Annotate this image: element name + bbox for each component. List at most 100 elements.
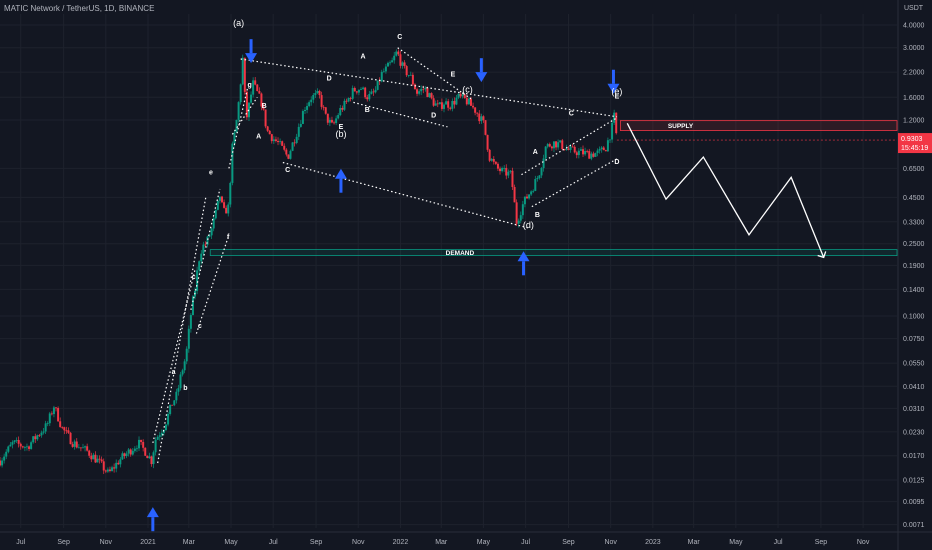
candle-body xyxy=(372,91,375,93)
candle-body xyxy=(206,236,209,245)
candle-body xyxy=(243,57,246,92)
candle-body xyxy=(461,94,464,97)
dotted-trendline xyxy=(152,269,196,444)
candle-body xyxy=(357,89,360,93)
wave-label: A xyxy=(361,53,366,60)
candle-body xyxy=(291,142,294,151)
candle-body xyxy=(548,144,551,147)
wave-label: D xyxy=(431,112,436,119)
candle-body xyxy=(75,441,78,448)
y-tick-label: 4.0000 xyxy=(903,23,925,30)
wave-label: (e) xyxy=(611,86,622,96)
candle-body xyxy=(183,361,186,371)
demand-label: DEMAND xyxy=(446,250,475,257)
projection-arrowhead xyxy=(817,251,827,259)
candle-body xyxy=(3,456,6,461)
candle-body xyxy=(21,446,24,448)
y-tick-label: 0.0071 xyxy=(903,522,925,529)
candle-body xyxy=(613,112,616,123)
candle-body xyxy=(507,171,510,176)
candle-body xyxy=(0,460,1,466)
candle-body xyxy=(181,370,184,375)
wave-label: B xyxy=(262,103,267,110)
candle-body xyxy=(135,448,138,450)
candle-body xyxy=(160,432,163,436)
y-tick-label: 0.1000 xyxy=(903,313,925,320)
candle-body xyxy=(239,84,242,103)
candle-body xyxy=(295,136,298,143)
candle-body xyxy=(125,453,128,457)
candle-body xyxy=(233,132,236,144)
candle-body xyxy=(34,436,37,440)
candle-body xyxy=(306,106,309,110)
candle-body xyxy=(90,455,93,460)
candle-body xyxy=(528,194,531,199)
x-tick-label: Jul xyxy=(774,539,783,546)
candle-body xyxy=(225,207,228,214)
wave-label: A xyxy=(256,133,261,140)
candle-body xyxy=(393,55,396,61)
candle-body xyxy=(432,98,435,106)
candle-body xyxy=(532,190,535,192)
candle-body xyxy=(312,94,315,100)
candle-body xyxy=(98,458,101,460)
candle-body xyxy=(152,452,155,465)
candle-body xyxy=(48,413,51,424)
candle-body xyxy=(488,149,491,161)
candle-body xyxy=(119,459,122,465)
dotted-trendline xyxy=(231,96,258,135)
wave-label: (d) xyxy=(523,220,534,230)
candle-body xyxy=(171,404,174,406)
candle-body xyxy=(335,118,338,124)
candle-body xyxy=(490,158,493,161)
candle-body xyxy=(198,261,201,271)
y-tick-label: 0.6500 xyxy=(903,166,925,173)
candle-body xyxy=(218,196,221,201)
candle-body xyxy=(25,446,28,448)
candle-countdown: 15:45:19 xyxy=(901,145,928,152)
candle-body xyxy=(326,113,329,123)
candle-body xyxy=(19,443,22,447)
candle-body xyxy=(297,126,300,137)
candle-body xyxy=(167,413,170,425)
candle-body xyxy=(208,235,211,237)
candle-body xyxy=(449,107,452,109)
candle-body xyxy=(158,435,161,437)
candle-body xyxy=(175,391,178,401)
candle-body xyxy=(38,435,41,437)
wave-label: D xyxy=(614,159,619,166)
candle-body xyxy=(204,244,207,246)
candle-body xyxy=(374,89,377,93)
candle-body xyxy=(602,147,605,151)
candle-body xyxy=(324,107,327,114)
candle-body xyxy=(127,449,130,454)
candle-body xyxy=(30,442,33,449)
candle-body xyxy=(611,122,614,140)
y-tick-label: 1.2000 xyxy=(903,117,925,124)
candle-body xyxy=(579,149,582,151)
dotted-trendline xyxy=(190,188,221,311)
candle-body xyxy=(237,102,240,121)
candle-body xyxy=(13,440,16,443)
candle-body xyxy=(353,87,356,92)
candle-body xyxy=(459,93,462,97)
candle-body xyxy=(277,140,280,143)
candle-body xyxy=(598,149,601,151)
candle-body xyxy=(422,88,425,90)
last-price-value: 0.9303 xyxy=(901,136,923,143)
candle-body xyxy=(32,436,35,443)
dotted-trendline xyxy=(228,87,249,169)
candle-body xyxy=(596,150,599,154)
candle-body xyxy=(266,126,269,131)
candle-body xyxy=(463,94,466,99)
candle-body xyxy=(496,163,499,169)
candle-body xyxy=(77,447,80,449)
arrow-down-icon xyxy=(607,83,620,94)
candle-body xyxy=(333,122,336,124)
candle-body xyxy=(196,270,199,291)
candle-body xyxy=(254,80,257,85)
x-tick-label: Sep xyxy=(310,539,323,546)
candle-body xyxy=(150,456,153,465)
candle-body xyxy=(368,93,371,100)
